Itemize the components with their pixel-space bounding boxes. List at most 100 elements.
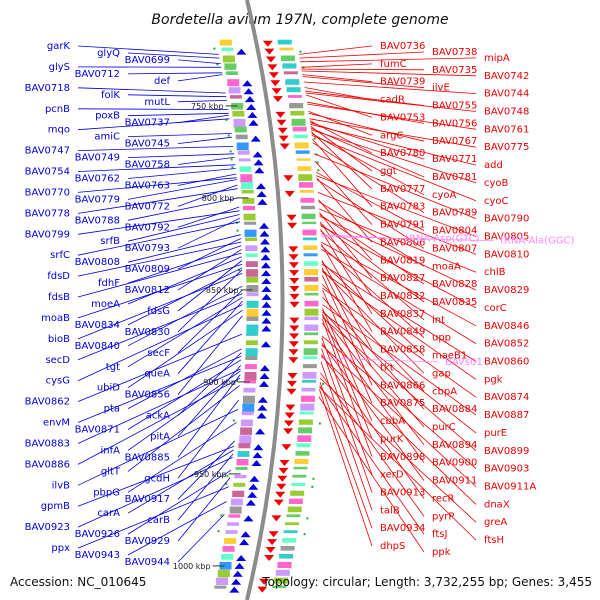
track-block bbox=[243, 213, 256, 221]
forward-gene-arrow bbox=[261, 325, 272, 332]
forward-gene-label: cysG bbox=[46, 376, 70, 387]
gc-tick bbox=[230, 158, 233, 161]
reverse-gene-leader bbox=[302, 76, 425, 89]
track-block bbox=[240, 419, 253, 427]
forward-gene-label: ppx bbox=[51, 543, 70, 554]
forward-gene-arrow bbox=[256, 191, 267, 197]
forward-gene-leader bbox=[177, 157, 235, 165]
reverse-gene-leader bbox=[321, 271, 477, 380]
track-block bbox=[300, 403, 315, 411]
track-block bbox=[304, 300, 319, 307]
forward-gene-leader bbox=[77, 164, 236, 172]
forward-gene-label: BAV0754 bbox=[25, 167, 70, 178]
forward-gene-arrow bbox=[260, 341, 271, 348]
reverse-gene-label: BAV0898 bbox=[380, 452, 425, 463]
reverse-gene-arrow bbox=[286, 214, 297, 221]
forward-gene-label: BAV0871 bbox=[75, 425, 120, 436]
track-block bbox=[280, 55, 295, 62]
track-block bbox=[244, 229, 257, 237]
forward-gene-label: BAV0762 bbox=[75, 174, 120, 185]
forward-gene-label: srfB bbox=[100, 236, 120, 247]
reverse-gene-label: BAV0852 bbox=[484, 339, 529, 350]
forward-gene-leader bbox=[77, 210, 240, 235]
reverse-gene-label: BAV0781 bbox=[432, 172, 477, 183]
forward-gene-leader bbox=[77, 304, 243, 382]
track-block bbox=[222, 55, 235, 63]
reverse-gene-label: BAV0913 bbox=[380, 488, 425, 499]
reverse-gene-arrow bbox=[289, 333, 300, 340]
forward-gene-leader bbox=[177, 269, 243, 333]
forward-gene-arrow bbox=[259, 222, 270, 229]
reverse-gene-leader bbox=[310, 129, 477, 184]
track-block bbox=[225, 71, 238, 75]
reverse-gene-leader bbox=[316, 179, 425, 249]
gc-tick bbox=[315, 153, 318, 156]
track-block bbox=[279, 554, 294, 559]
reverse-gene-leader bbox=[321, 343, 425, 481]
forward-gene-arrow bbox=[253, 159, 264, 166]
forward-gene-arrow bbox=[249, 475, 260, 482]
forward-gene-leader bbox=[127, 469, 232, 535]
track-block bbox=[295, 150, 310, 154]
reverse-gene-label: argC bbox=[380, 130, 403, 141]
reverse-gene-leader bbox=[322, 319, 373, 457]
track-block bbox=[303, 237, 317, 241]
reverse-gene-label: BAV0837 bbox=[380, 309, 425, 320]
reverse-gene-leader bbox=[322, 304, 477, 416]
reverse-gene-arrow bbox=[284, 412, 295, 419]
track-block bbox=[290, 110, 305, 116]
track-block bbox=[245, 237, 257, 241]
reverse-gene-label: purE bbox=[484, 428, 507, 439]
forward-gene-label: BAV0812 bbox=[125, 285, 170, 296]
gc-tick bbox=[225, 118, 228, 121]
forward-gene-leader bbox=[77, 457, 233, 528]
forward-gene-label: BAV0808 bbox=[75, 257, 120, 268]
forward-gene-leader bbox=[127, 256, 242, 305]
forward-gene-leader bbox=[77, 486, 229, 549]
track-block bbox=[304, 292, 319, 296]
reverse-gene-label: corC bbox=[484, 303, 507, 314]
reverse-gene-label: BAV0780 bbox=[380, 148, 425, 159]
reverse-gene-arrow bbox=[268, 531, 279, 538]
track-block bbox=[299, 411, 314, 415]
reverse-gene-label: BAV0742 bbox=[484, 71, 529, 82]
forward-gene-arrow bbox=[251, 460, 262, 466]
track-block bbox=[286, 514, 301, 518]
reverse-gene-leader bbox=[321, 337, 373, 475]
scale-label: 800 kbp bbox=[202, 194, 235, 203]
reverse-gene-leader bbox=[319, 214, 425, 285]
reverse-gene-label: BAV0835 bbox=[432, 297, 477, 308]
reverse-gene-label: xerD bbox=[380, 470, 404, 481]
reverse-gene-label: cbbA bbox=[380, 416, 405, 427]
forward-gene-arrow bbox=[236, 555, 247, 561]
forward-gene-leader bbox=[127, 348, 242, 409]
reverse-gene-arrow bbox=[289, 286, 300, 292]
track-block bbox=[283, 71, 298, 75]
track-block bbox=[301, 213, 316, 220]
track-block bbox=[219, 39, 232, 46]
track-block bbox=[301, 387, 316, 392]
forward-gene-leader bbox=[177, 238, 242, 270]
forward-gene-arrow bbox=[248, 483, 259, 490]
track-block bbox=[241, 411, 254, 416]
reverse-gene-label: BAV0875 bbox=[380, 398, 425, 409]
reverse-gene-arrow bbox=[287, 373, 298, 379]
reverse-gene-label: BAV0828 bbox=[432, 279, 477, 290]
track-block bbox=[244, 372, 257, 381]
forward-gene-arrow bbox=[232, 570, 243, 577]
forward-gene-label: ilvB bbox=[52, 480, 70, 491]
scale-label: 850 kbp bbox=[206, 286, 239, 295]
reverse-gene-leader bbox=[305, 92, 477, 112]
track-block bbox=[293, 466, 308, 470]
reverse-gene-label: ilvE bbox=[432, 83, 450, 94]
gc-tick bbox=[227, 134, 230, 137]
reverse-gene-label: BAV0735 bbox=[432, 65, 477, 76]
track-block bbox=[303, 253, 318, 257]
forward-gene-label: gltT bbox=[101, 466, 121, 477]
reverse-gene-leader bbox=[300, 57, 477, 63]
track-block bbox=[301, 205, 315, 210]
reverse-gene-label: BAV0819 bbox=[380, 255, 425, 266]
reverse-gene-leader bbox=[322, 311, 477, 434]
forward-gene-label: tgt bbox=[106, 362, 120, 373]
track-block bbox=[299, 190, 314, 193]
